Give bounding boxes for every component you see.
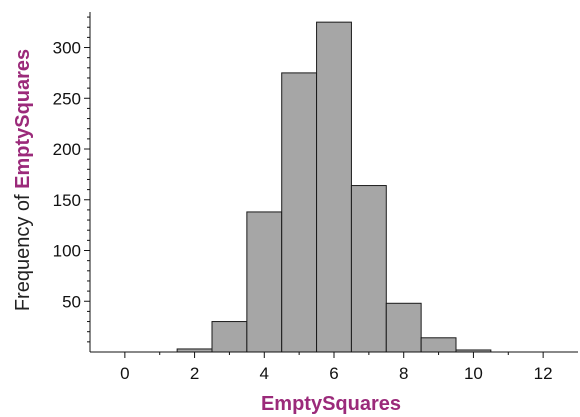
histogram-bar bbox=[211, 321, 248, 353]
y-tick-label: 250 bbox=[53, 89, 81, 108]
y-tick-label: 50 bbox=[62, 292, 81, 311]
y-tick-label: 100 bbox=[53, 242, 81, 261]
y-tick-label: 150 bbox=[53, 191, 81, 210]
bars-group bbox=[176, 21, 492, 353]
y-tick-label: 200 bbox=[53, 140, 81, 159]
x-tick-label: 0 bbox=[120, 364, 129, 383]
histogram-bar bbox=[385, 302, 422, 353]
y-axis-title-prefix: Frequency of bbox=[12, 189, 34, 311]
histogram-bar bbox=[246, 211, 283, 353]
x-axis-title: EmptySquares bbox=[261, 393, 401, 415]
y-axis-title: Frequency of EmptySquares bbox=[12, 49, 34, 311]
histogram-bar bbox=[316, 21, 352, 353]
x-tick-label: 4 bbox=[260, 364, 269, 383]
y-axis-title-variable: EmptySquares bbox=[12, 49, 34, 189]
x-axis-ticks: 0 2 4 6 8 10 12 bbox=[120, 352, 553, 383]
x-tick-label: 2 bbox=[190, 364, 199, 383]
x-tick-label: 12 bbox=[534, 364, 553, 383]
x-tick-label: 6 bbox=[329, 364, 338, 383]
y-tick-label: 300 bbox=[53, 39, 81, 58]
y-axis-ticks: 50 100 150 200 250 300 bbox=[53, 16, 90, 343]
histogram-bar bbox=[420, 337, 457, 353]
histogram-bar bbox=[350, 185, 387, 353]
x-tick-label: 8 bbox=[399, 364, 408, 383]
x-tick-label: 10 bbox=[464, 364, 483, 383]
histogram-bar bbox=[281, 72, 318, 353]
